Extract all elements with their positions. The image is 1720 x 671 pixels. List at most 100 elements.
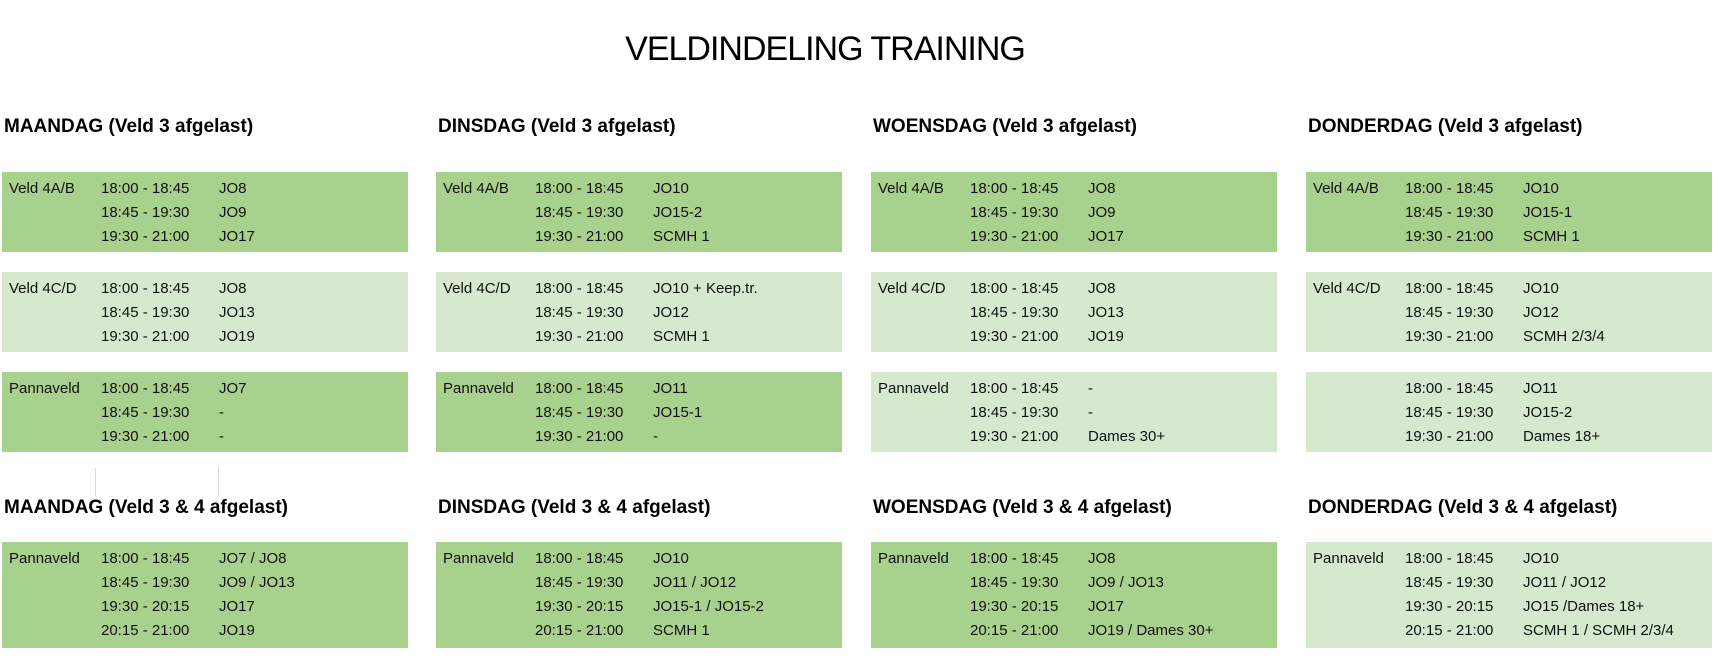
field-label: Pannaveld bbox=[9, 380, 80, 397]
schedule-block: Veld 4C/D 18:00 - 18:45 JO10 + Keep.tr. … bbox=[436, 272, 842, 352]
field-label bbox=[1306, 377, 1405, 401]
time-range: 18:45 - 19:30 bbox=[535, 304, 624, 321]
schedule-row: 19:30 - 21:00 JO17 bbox=[2, 225, 408, 249]
field-label: Pannaveld bbox=[9, 550, 80, 567]
schedule-block: Pannaveld 18:00 - 18:45 JO10 18:45 - 19:… bbox=[436, 542, 842, 648]
schedule-row: 20:15 - 21:00 SCMH 1 / SCMH 2/3/4 bbox=[1306, 619, 1712, 643]
schedule-row: 18:45 - 19:30 JO15-2 bbox=[436, 201, 842, 225]
schedule-row: 19:30 - 21:00 Dames 30+ bbox=[871, 425, 1277, 449]
time-range: 19:30 - 21:00 bbox=[101, 328, 190, 345]
time-range: 18:00 - 18:45 bbox=[1405, 280, 1494, 297]
schedule-block: Pannaveld 18:00 - 18:45 JO7 / JO8 18:45 … bbox=[2, 542, 408, 648]
schedule-row: Veld 4C/D 18:00 - 18:45 JO10 bbox=[1306, 277, 1712, 301]
day-heading: DINSDAG (Veld 3 & 4 afgelast) bbox=[438, 497, 711, 518]
time-range: 18:00 - 18:45 bbox=[101, 180, 190, 197]
time-range: 19:30 - 20:15 bbox=[970, 598, 1059, 615]
team-name: JO7 bbox=[219, 380, 247, 397]
team-name: JO15-2 bbox=[1523, 404, 1573, 421]
schedule-row: Pannaveld 18:00 - 18:45 - bbox=[871, 377, 1277, 401]
field-label: Pannaveld bbox=[878, 550, 949, 567]
schedule-block: Pannaveld 18:00 - 18:45 JO8 18:45 - 19:3… bbox=[871, 542, 1277, 648]
field-label: Pannaveld bbox=[443, 380, 514, 397]
time-range: 18:00 - 18:45 bbox=[535, 550, 624, 567]
team-name: - bbox=[653, 428, 658, 445]
time-range: 18:00 - 18:45 bbox=[970, 180, 1059, 197]
field-label-spacer bbox=[1306, 225, 1405, 249]
team-name: JO15-1 bbox=[1523, 204, 1573, 221]
time-range: 18:00 - 18:45 bbox=[535, 180, 624, 197]
page-title: VELDINDELING TRAINING bbox=[625, 30, 1026, 68]
day-column-donderdag: DONDERDAG (Veld 3 afgelast) Veld 4A/B 18… bbox=[1306, 0, 1712, 671]
field-label-spacer bbox=[2, 571, 101, 595]
schedule-row: 18:00 - 18:45 JO11 bbox=[1306, 377, 1712, 401]
field-label-spacer bbox=[1306, 325, 1405, 349]
field-label-spacer bbox=[436, 201, 535, 225]
day-heading: MAANDAG (Veld 3 & 4 afgelast) bbox=[4, 497, 288, 518]
field-label-spacer bbox=[436, 325, 535, 349]
schedule-block: Veld 4C/D 18:00 - 18:45 JO8 18:45 - 19:3… bbox=[871, 272, 1277, 352]
schedule-row: 18:45 - 19:30 JO9 / JO13 bbox=[871, 571, 1277, 595]
time-range: 18:00 - 18:45 bbox=[535, 380, 624, 397]
team-name: JO12 bbox=[653, 304, 689, 321]
team-name: JO10 bbox=[1523, 280, 1559, 297]
time-range: 19:30 - 20:15 bbox=[101, 598, 190, 615]
schedule-row: 18:45 - 19:30 JO12 bbox=[436, 301, 842, 325]
schedule-row: 18:45 - 19:30 JO12 bbox=[1306, 301, 1712, 325]
field-label-spacer bbox=[2, 325, 101, 349]
schedule-row: 19:30 - 20:15 JO15 /Dames 18+ bbox=[1306, 595, 1712, 619]
field-label-spacer bbox=[1306, 201, 1405, 225]
team-name: - bbox=[219, 404, 224, 421]
team-name: JO19 bbox=[1088, 328, 1124, 345]
field-label: Veld 4A/B bbox=[443, 180, 509, 197]
time-range: 20:15 - 21:00 bbox=[970, 622, 1059, 639]
schedule-row: 19:30 - 20:15 JO15-1 / JO15-2 bbox=[436, 595, 842, 619]
schedule-row: 19:30 - 21:00 - bbox=[436, 425, 842, 449]
time-range: 19:30 - 21:00 bbox=[970, 228, 1059, 245]
schedule-row: 19:30 - 20:15 JO17 bbox=[871, 595, 1277, 619]
field-label-spacer bbox=[871, 301, 970, 325]
team-name: Dames 18+ bbox=[1523, 428, 1601, 445]
schedule-row: 18:45 - 19:30 - bbox=[871, 401, 1277, 425]
field-label-spacer bbox=[436, 571, 535, 595]
team-name: JO8 bbox=[1088, 550, 1116, 567]
day-column-woensdag: WOENSDAG (Veld 3 afgelast) Veld 4A/B 18:… bbox=[871, 0, 1277, 671]
schedule-row: 18:45 - 19:30 JO9 bbox=[2, 201, 408, 225]
field-label-spacer bbox=[2, 401, 101, 425]
team-name: JO15-2 bbox=[653, 204, 703, 221]
time-range: 18:00 - 18:45 bbox=[1405, 550, 1494, 567]
day-heading: DINSDAG (Veld 3 afgelast) bbox=[438, 116, 676, 137]
day-column-maandag: MAANDAG (Veld 3 afgelast) Veld 4A/B 18:0… bbox=[2, 0, 408, 671]
schedule-row: 18:45 - 19:30 JO15-1 bbox=[1306, 201, 1712, 225]
time-range: 19:30 - 21:00 bbox=[1405, 428, 1494, 445]
time-range: 18:45 - 19:30 bbox=[970, 304, 1059, 321]
team-name: - bbox=[219, 428, 224, 445]
schedule-block: Veld 4C/D 18:00 - 18:45 JO10 18:45 - 19:… bbox=[1306, 272, 1712, 352]
time-range: 18:45 - 19:30 bbox=[1405, 404, 1494, 421]
field-label-spacer bbox=[1306, 595, 1405, 619]
field-label-spacer bbox=[2, 201, 101, 225]
schedule-block: Veld 4A/B 18:00 - 18:45 JO8 18:45 - 19:3… bbox=[2, 172, 408, 252]
schedule-row: Pannaveld 18:00 - 18:45 JO10 bbox=[1306, 547, 1712, 571]
time-range: 19:30 - 21:00 bbox=[535, 428, 624, 445]
field-label-spacer bbox=[436, 301, 535, 325]
schedule-block: Pannaveld 18:00 - 18:45 JO7 18:45 - 19:3… bbox=[2, 372, 408, 452]
team-name: JO10 bbox=[1523, 180, 1559, 197]
time-range: 19:30 - 20:15 bbox=[1405, 598, 1494, 615]
team-name: JO8 bbox=[1088, 280, 1116, 297]
field-label: Veld 4C/D bbox=[9, 280, 77, 297]
schedule-row: Veld 4A/B 18:00 - 18:45 JO8 bbox=[2, 177, 408, 201]
team-name: JO15-1 / JO15-2 bbox=[653, 598, 764, 615]
field-label-spacer bbox=[436, 225, 535, 249]
field-label-spacer bbox=[871, 201, 970, 225]
field-label-spacer bbox=[871, 571, 970, 595]
time-range: 18:00 - 18:45 bbox=[970, 550, 1059, 567]
schedule-row: 19:30 - 21:00 SCMH 1 bbox=[436, 225, 842, 249]
field-label-spacer bbox=[2, 425, 101, 449]
field-label: Pannaveld bbox=[878, 380, 949, 397]
team-name: SCMH 1 bbox=[653, 328, 710, 345]
team-name: JO17 bbox=[219, 598, 255, 615]
time-range: 18:00 - 18:45 bbox=[970, 380, 1059, 397]
time-range: 18:45 - 19:30 bbox=[101, 404, 190, 421]
schedule-row: 20:15 - 21:00 SCMH 1 bbox=[436, 619, 842, 643]
day-heading: WOENSDAG (Veld 3 afgelast) bbox=[873, 116, 1137, 137]
